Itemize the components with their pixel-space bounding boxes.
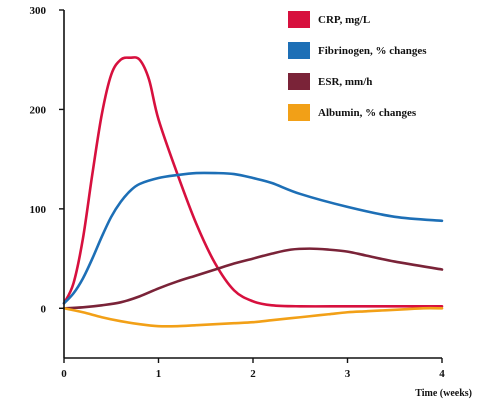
x-tick-label: 2 <box>250 368 256 380</box>
legend-swatch-fibrinogen-changes <box>288 42 310 59</box>
series-line-esr-mm-h <box>62 247 444 310</box>
series-line-crp-mg-l <box>62 56 444 308</box>
y-tick-label: 300 <box>30 5 47 17</box>
legend-swatch-esr-mm-h <box>288 73 310 90</box>
legend-label-crp-mg-l: CRP, mg/L <box>318 14 370 26</box>
legend: CRP, mg/L Fibrinogen, % changes ESR, mm/h A… <box>288 11 427 121</box>
legend-swatch-albumin-changes <box>288 104 310 121</box>
y-tick-label: 100 <box>30 204 47 216</box>
y-tick-label: 0 <box>41 303 47 315</box>
x-tick-label: 0 <box>61 368 67 380</box>
series-line-fibrinogen-changes <box>62 171 444 305</box>
series-lines <box>62 56 444 328</box>
y-tick-label: 200 <box>30 104 47 116</box>
legend-label-albumin-changes: Albumin, % changes <box>318 107 417 119</box>
x-tick-label: 4 <box>439 368 445 380</box>
x-tick-label: 3 <box>345 368 351 380</box>
x-tick-label: 1 <box>156 368 162 380</box>
x-axis-title: Time (weeks) <box>415 388 472 399</box>
legend-label-fibrinogen-changes: Fibrinogen, % changes <box>318 45 427 57</box>
legend-swatch-crp-mg-l <box>288 11 310 28</box>
legend-label-esr-mm-h: ESR, mm/h <box>318 76 372 88</box>
series-line-albumin-changes <box>62 306 444 328</box>
ticks: 0 1 2 3 4 300 200 100 0 <box>30 5 446 380</box>
